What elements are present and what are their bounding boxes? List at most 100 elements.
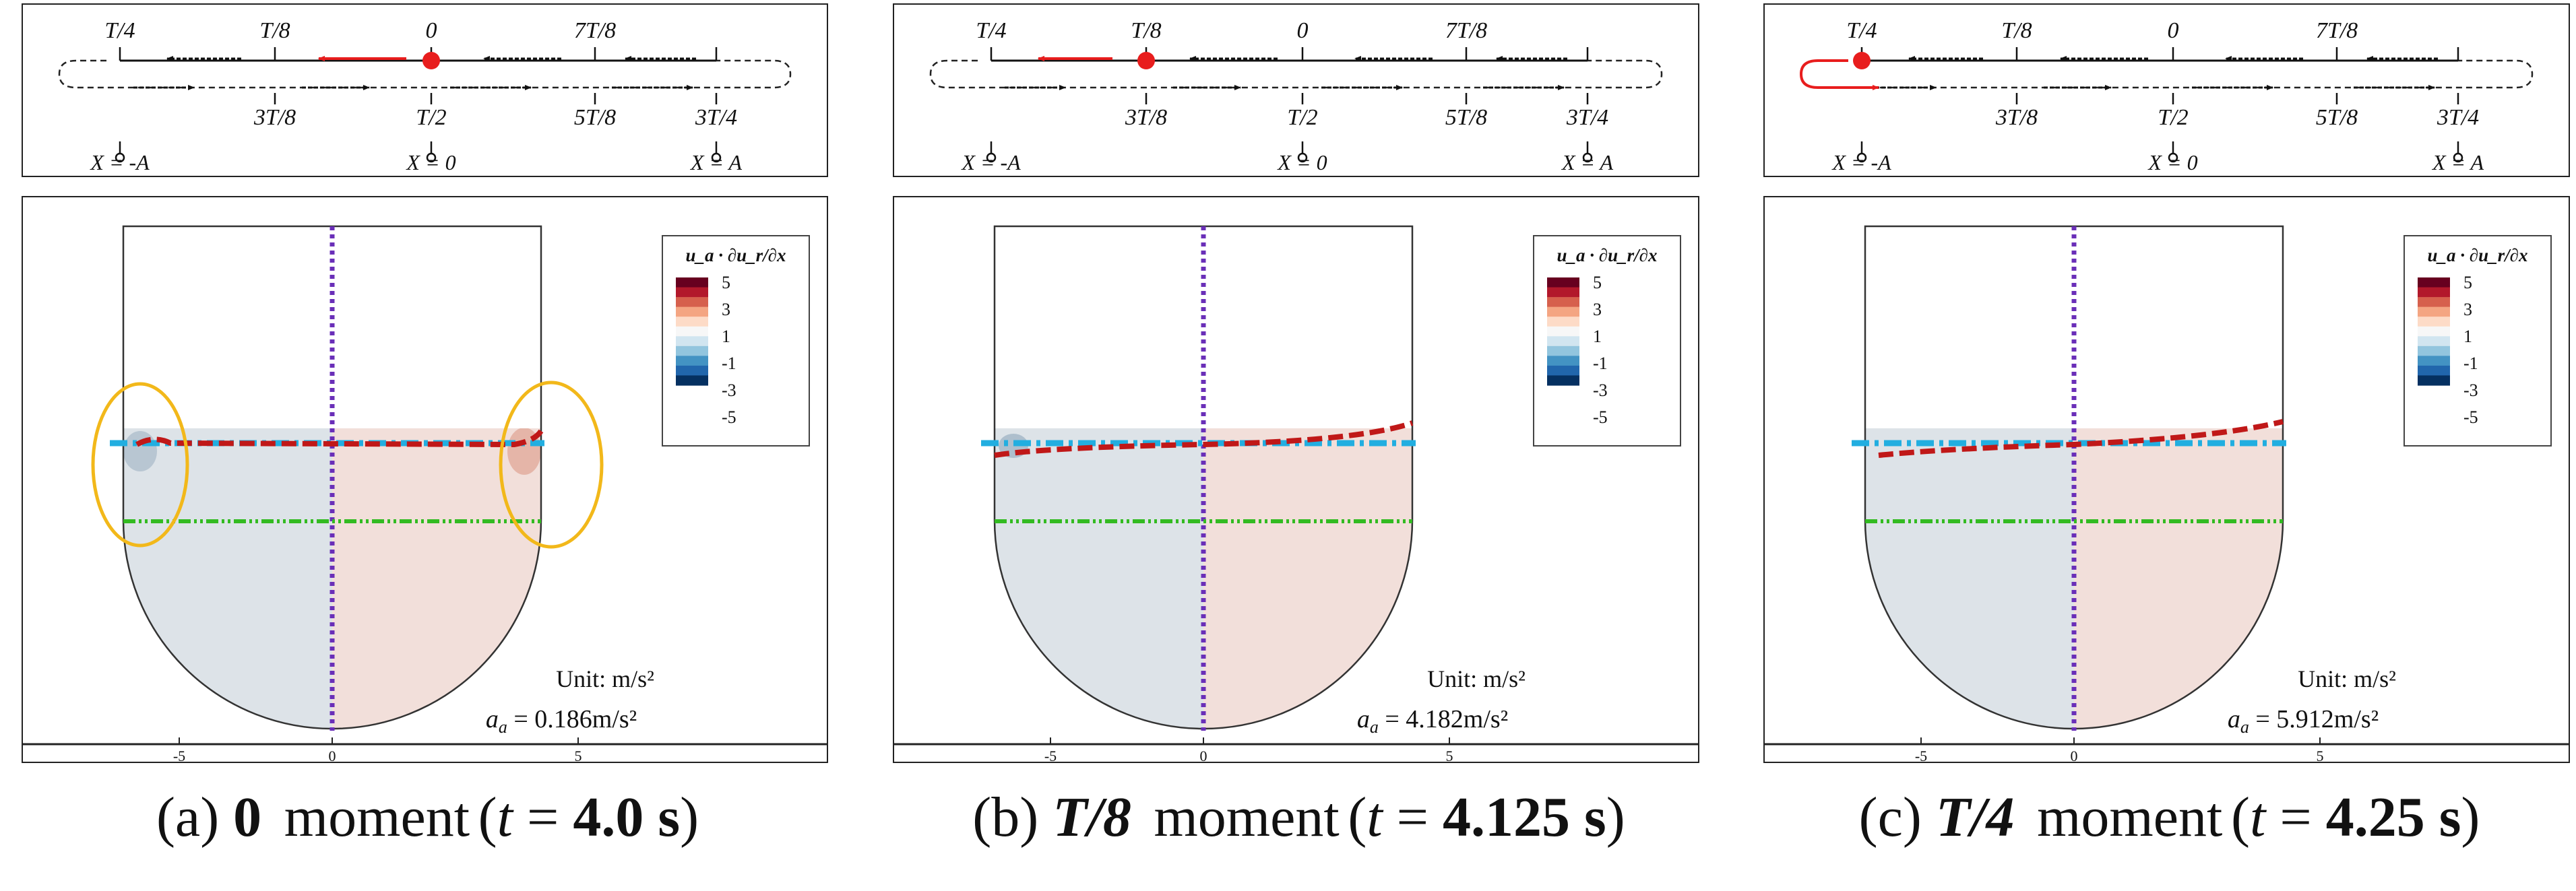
- panel-diagram: T/4 T/8 0 7T/8 3T/8 T/2 5T/8 3T/4 X = -A X = 0 X =…: [893, 3, 1699, 764]
- legend-level: -3: [722, 381, 736, 400]
- bottom-time-label: 5T/8: [574, 105, 616, 130]
- panel-diagram: T/4 T/8 0 7T/8 3T/8 T/2 5T/8 3T/4 X = -A X = 0 X =…: [22, 3, 828, 764]
- accel-sub: a: [499, 717, 507, 737]
- caption-moment-symbol: T/4: [1935, 786, 2015, 849]
- caption-moment-word: moment: [2037, 786, 2223, 849]
- bottom-time-label: 3T/8: [253, 105, 296, 130]
- position-label: X = A: [1561, 150, 1614, 174]
- schematic-frame: [22, 3, 828, 177]
- top-time-label: T/8: [2001, 18, 2032, 43]
- accel-var: a: [1357, 705, 1370, 733]
- legend-level: -1: [2463, 354, 2478, 373]
- panel-caption: (c) T/4 moment (t = 4.25 s): [1858, 786, 2480, 849]
- axis-tick-label: 5: [575, 748, 582, 764]
- caption-time-value: 4.25 s: [2325, 786, 2461, 849]
- caption-moment-symbol: 0: [233, 786, 262, 849]
- caption-moment-word: moment: [284, 786, 470, 849]
- position-marker: [426, 152, 437, 163]
- oscillation-path: [929, 59, 1663, 89]
- legend-swatch: [676, 345, 708, 356]
- highlight-ellipse-right: [499, 381, 604, 549]
- legend-level: 1: [2463, 327, 2472, 346]
- bottom-time-label: 5T/8: [2316, 105, 2358, 130]
- axis-tick-label: 5: [1446, 748, 1453, 764]
- caption-label: (b): [972, 786, 1039, 849]
- acceleration-label: aa = 5.912m/s²: [2228, 705, 2379, 737]
- tank-outline: [122, 225, 542, 730]
- legend-swatch: [2418, 297, 2450, 308]
- position-label: X = A: [689, 150, 743, 174]
- accel-var: a: [486, 705, 499, 733]
- axis-tick-label: -5: [1915, 748, 1927, 764]
- legend-level: 5: [2463, 273, 2472, 292]
- panel-a: T/4 T/8 0 7T/8 3T/8 T/2 5T/8 3T/4 X = -A X = 0 X =…: [19, 0, 836, 891]
- legend-level: -1: [1593, 354, 1608, 373]
- legend-swatch: [676, 365, 708, 376]
- top-time-label: T/8: [259, 18, 290, 43]
- legend-swatch: [2418, 317, 2450, 327]
- legend-swatch: [2418, 345, 2450, 356]
- legend-swatch: [2418, 375, 2450, 386]
- position-marker: [1856, 152, 1867, 163]
- schematic-frame: [1763, 3, 2570, 177]
- legend-swatch: [2418, 326, 2450, 337]
- legend-swatch: [1547, 297, 1579, 308]
- position-label: X = -A: [960, 150, 1021, 174]
- legend-level: -5: [1593, 407, 1608, 427]
- oscillation-path: [1800, 59, 2534, 89]
- axis-tick-label: 0: [329, 748, 336, 764]
- position-label: X = -A: [1831, 150, 1891, 174]
- top-time-label: 7T/8: [2316, 18, 2358, 43]
- legend-level: 1: [1593, 327, 1602, 346]
- tank-outline: [993, 225, 1414, 730]
- legend-title: u_a · ∂u_r/∂x: [2428, 245, 2528, 265]
- position-label: X = A: [2431, 150, 2484, 174]
- position-label: X = 0: [405, 150, 455, 174]
- caption-time-value: 4.125 s: [1443, 786, 1606, 849]
- legend-title: u_a · ∂u_r/∂x: [1557, 245, 1658, 265]
- schematic-frame: [893, 3, 1699, 177]
- top-time-label: 7T/8: [574, 18, 616, 43]
- caption-moment-word: moment: [1154, 786, 1340, 849]
- highlight-ellipse-left: [91, 382, 189, 548]
- legend-swatch: [2418, 336, 2450, 347]
- legend-swatch: [676, 297, 708, 308]
- legend-swatch: [1547, 365, 1579, 376]
- bottom-time-label: T/2: [2158, 105, 2188, 130]
- axis-tick-label: 5: [2317, 748, 2324, 764]
- oscillation-path: [58, 59, 792, 89]
- position-marker: [1582, 152, 1593, 163]
- legend-swatch: [2418, 287, 2450, 298]
- legend-swatch: [1547, 306, 1579, 317]
- legend-swatch: [1547, 375, 1579, 386]
- current-position-dot: [422, 52, 440, 69]
- legend-swatch: [1547, 287, 1579, 298]
- legend-swatch: [676, 306, 708, 317]
- axis-tick-label: -5: [173, 748, 185, 764]
- caption-label: (a): [156, 786, 220, 849]
- top-time-label: T/4: [1846, 18, 1877, 43]
- top-time-label: T/4: [104, 18, 135, 43]
- acceleration-label: aa = 4.182m/s²: [1357, 705, 1508, 737]
- unit-label: Unit: m/s²: [1427, 665, 1526, 692]
- free-surface-line: [135, 429, 544, 448]
- legend-swatch: [676, 317, 708, 327]
- position-marker: [115, 152, 125, 163]
- legend-swatch: [676, 375, 708, 386]
- legend-level: 3: [1593, 300, 1602, 319]
- bottom-time-label: 3T/8: [1125, 105, 1167, 130]
- panel-caption: (b) T/8 moment (t = 4.125 s): [972, 786, 1625, 849]
- legend-swatch: [1547, 317, 1579, 327]
- position-marker: [1297, 152, 1308, 163]
- caption-moment-symbol: T/8: [1053, 786, 1131, 849]
- accel-value: = 4.182m/s²: [1379, 705, 1508, 733]
- bottom-time-label: 3T/8: [1995, 105, 2038, 130]
- legend-swatch: [676, 326, 708, 337]
- position-label: X = 0: [1276, 150, 1327, 174]
- accel-sub: a: [1370, 717, 1379, 737]
- legend-level: -3: [2463, 381, 2478, 400]
- top-time-label: 7T/8: [1445, 18, 1487, 43]
- caption-label: (c): [1858, 786, 1922, 849]
- legend-level: -1: [722, 354, 736, 373]
